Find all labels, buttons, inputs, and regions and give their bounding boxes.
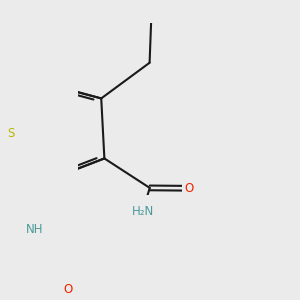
- Text: S: S: [7, 127, 14, 140]
- Text: O: O: [184, 182, 194, 195]
- Text: NH: NH: [26, 223, 44, 236]
- Text: H₂N: H₂N: [132, 205, 154, 218]
- Text: O: O: [64, 283, 73, 296]
